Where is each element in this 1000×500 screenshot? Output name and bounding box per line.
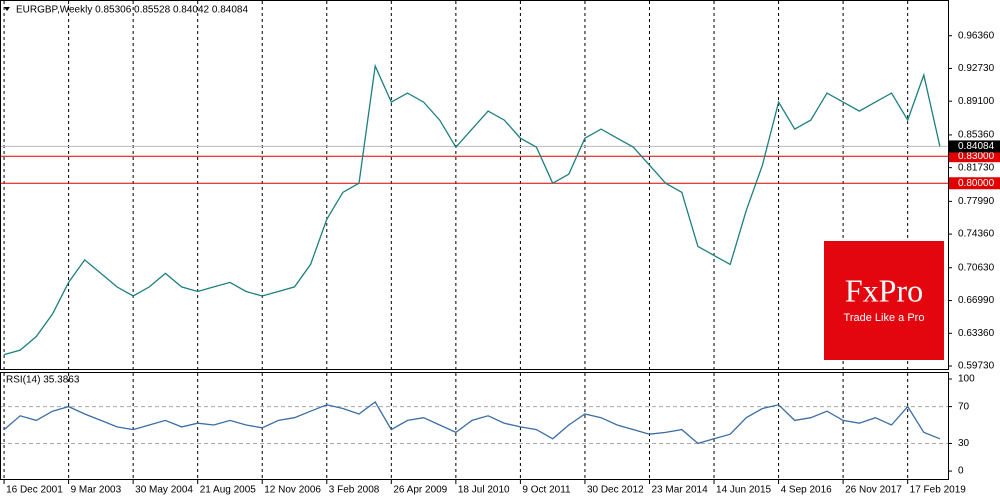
x-tick-label: 30 Dec 2012 [587,485,644,496]
y-tick-label: 0.89100 [958,96,995,107]
logo-name: FxPro [845,272,923,308]
x-tick-label: 3 Feb 2008 [329,485,380,496]
x-tick-label: 30 May 2004 [135,485,193,496]
y-tick-label: 70 [958,401,970,412]
price-label-box [949,150,1000,163]
rsi-title: RSI(14) 35.3863 [6,375,80,386]
x-tick-label: 23 Mar 2014 [651,485,708,496]
price-label-box [949,177,1000,190]
x-tick-label: 12 Nov 2006 [264,485,321,496]
y-tick-label: 0.81730 [958,162,995,173]
y-tick-label: 0.70630 [958,262,995,273]
x-tick-label: 4 Sep 2016 [781,485,833,496]
x-tick-label: 17 Feb 2019 [910,485,967,496]
x-tick-label: 16 Dec 2001 [6,485,63,496]
y-tick-label: 0.85360 [958,130,995,141]
y-tick-label: 0.77990 [958,196,995,207]
price-label: 0.83000 [958,151,995,162]
x-tick-label: 26 Nov 2017 [845,485,902,496]
x-tick-label: 14 Jun 2015 [716,485,771,496]
price-label-box [949,140,1000,153]
y-tick-label: 30 [958,438,970,449]
y-tick-label: 0.66990 [958,295,995,306]
price-label: 0.84084 [958,141,995,152]
logo-tagline: Trade Like a Pro [844,312,925,324]
y-tick-label: 100 [958,374,975,385]
title-arrow [4,7,10,11]
y-tick-label: 0.96360 [958,30,995,41]
y-tick-label: 0.59730 [958,361,995,372]
x-tick-label: 26 Apr 2009 [393,485,447,496]
price-label: 0.80000 [958,178,995,189]
x-tick-label: 9 Oct 2011 [522,485,571,496]
y-tick-label: 0.63360 [958,328,995,339]
price-frame [0,0,949,370]
chart-title: EURGBP,Weekly 0.85306 0.85528 0.84042 0.… [16,5,248,16]
y-tick-label: 0.74360 [958,229,995,240]
series-line [3,401,941,445]
logo-box [824,241,944,360]
y-tick-label: 0 [958,466,964,477]
rsi-frame [0,372,949,480]
x-tick-label: 21 Aug 2005 [200,485,257,496]
series-line [3,63,941,356]
x-tick-label: 18 Jul 2010 [458,485,510,496]
x-tick-label: 9 Mar 2003 [71,485,122,496]
y-tick-label: 0.92730 [958,63,995,74]
